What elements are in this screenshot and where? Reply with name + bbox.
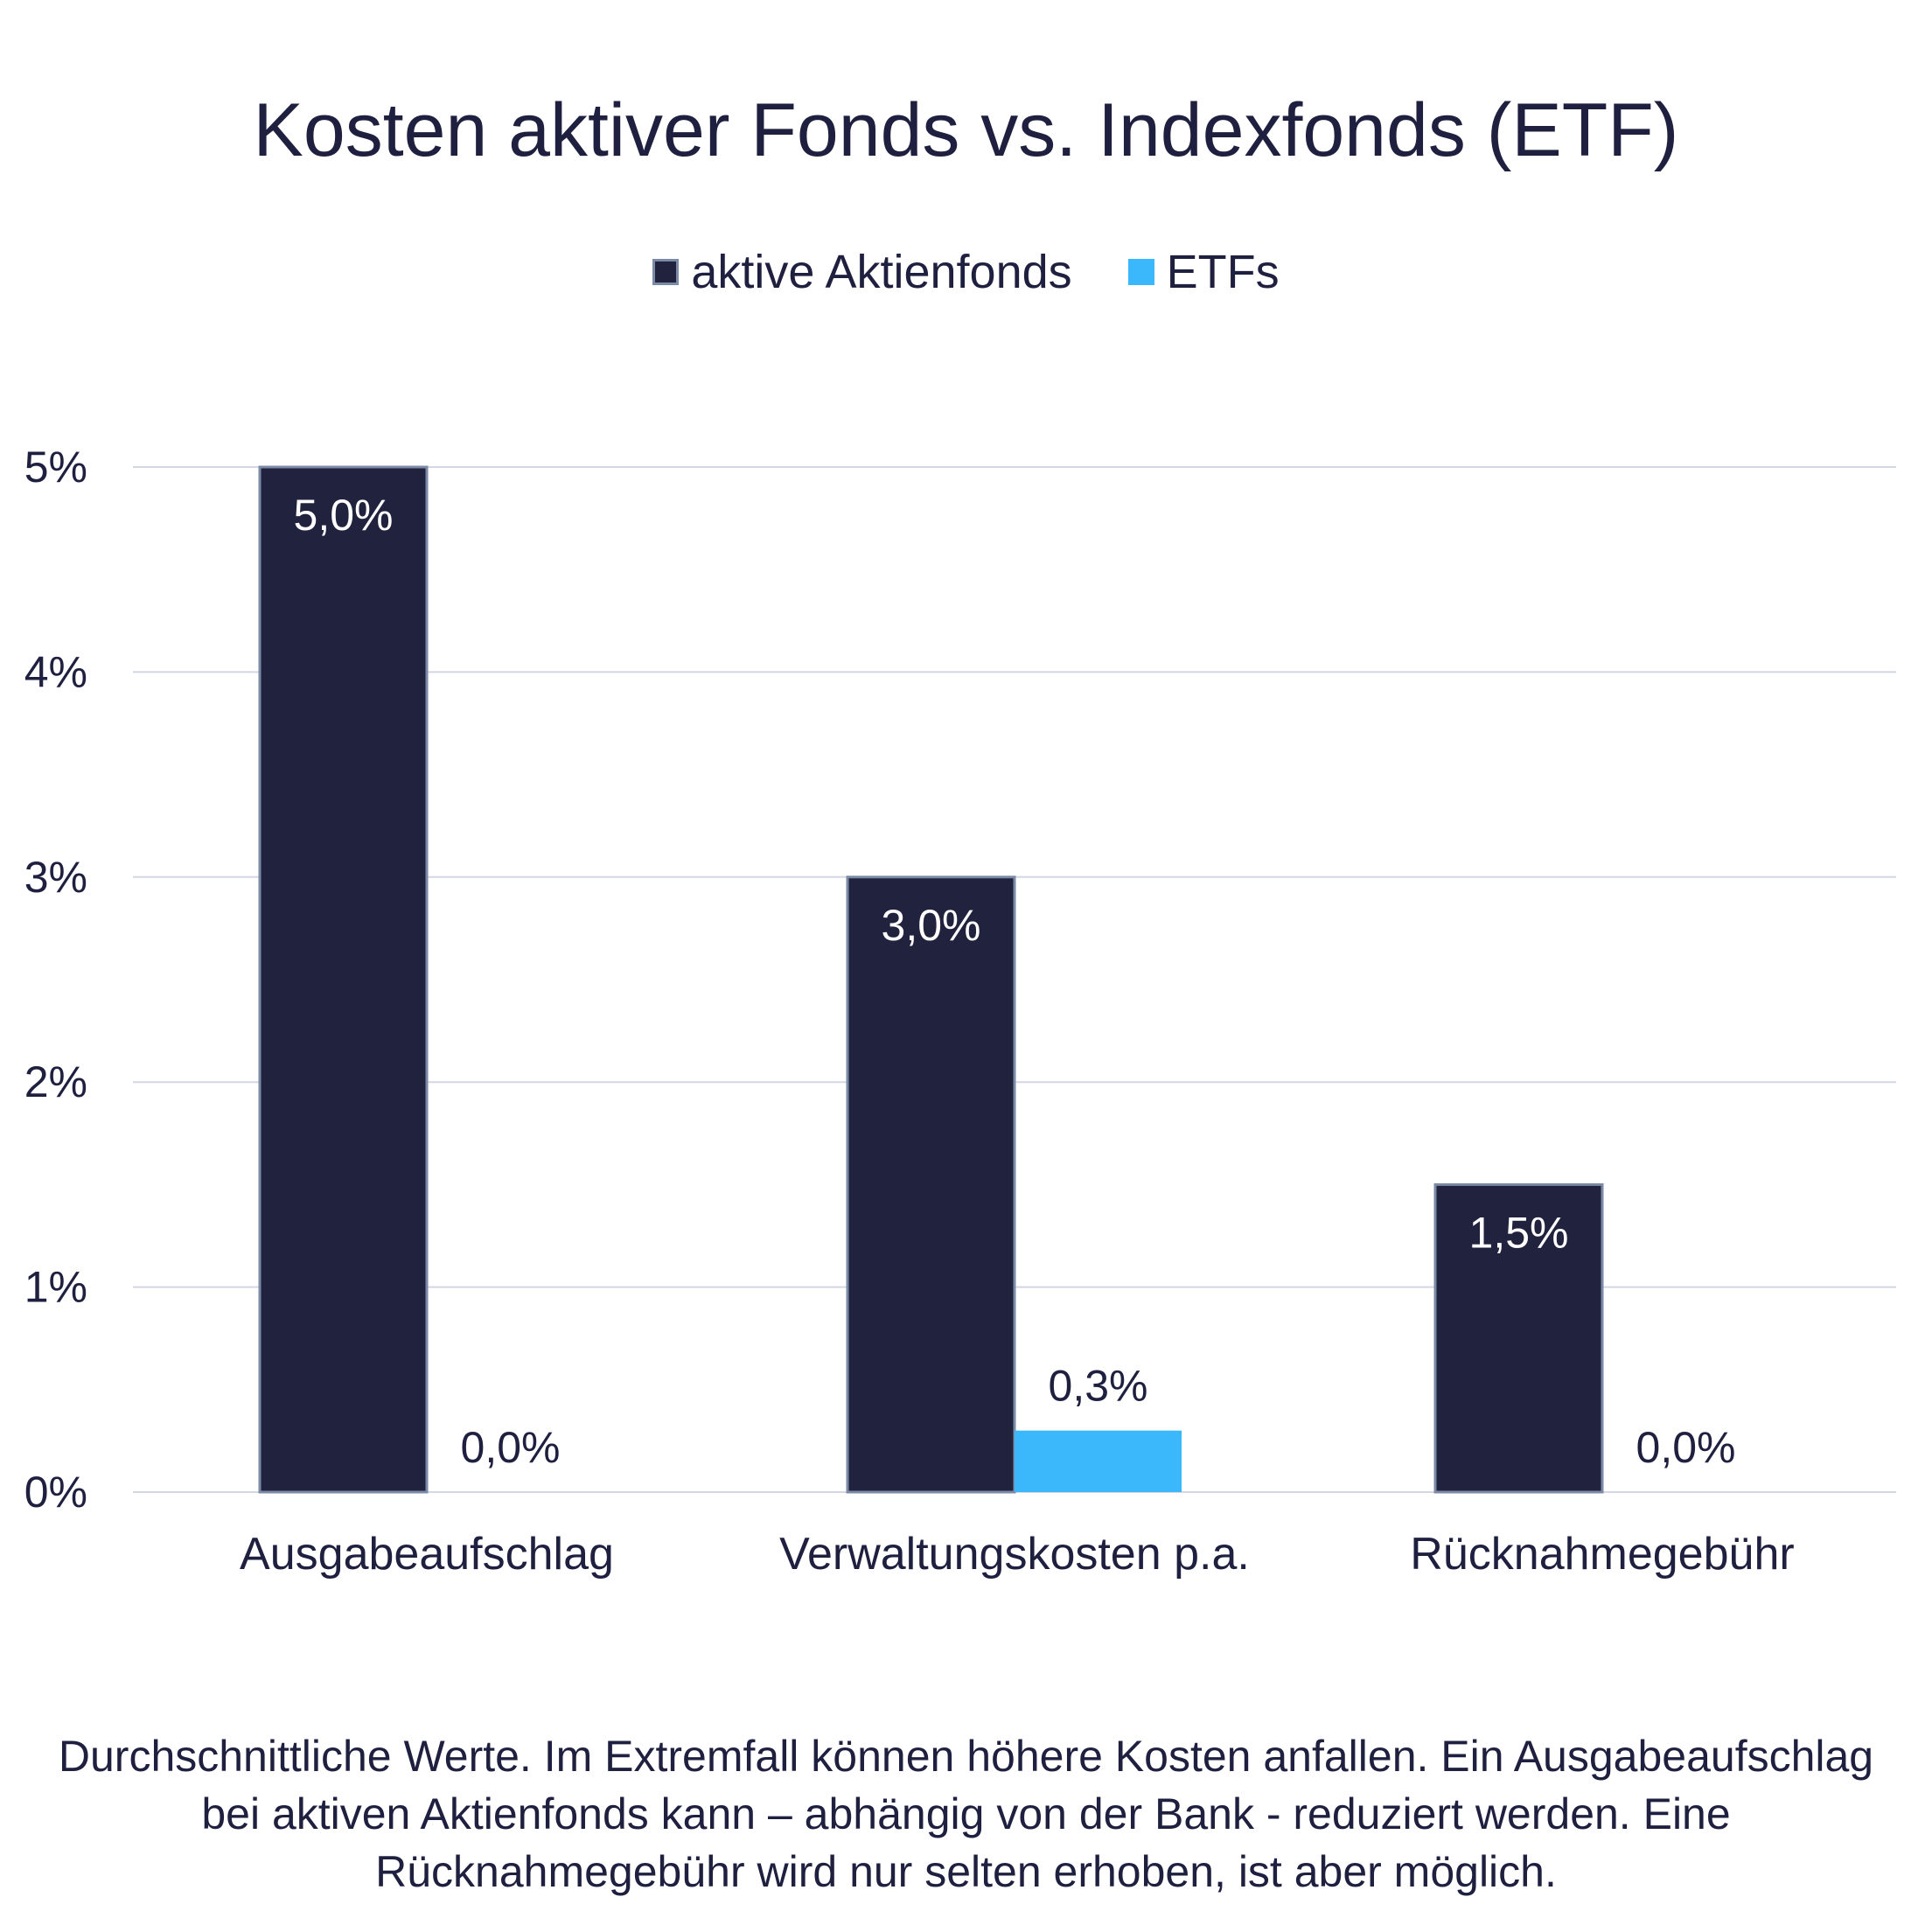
x-tick-label: Ausgabeaufschlag xyxy=(240,1529,614,1580)
x-tick-label: Rücknahmegebühr xyxy=(1410,1529,1794,1580)
legend-swatch-aktive-aktienfonds xyxy=(652,259,680,285)
data-label: 5,0% xyxy=(294,491,394,540)
legend-item-etfs: ETFs xyxy=(1127,245,1280,299)
legend: aktive Aktienfonds ETFs xyxy=(0,245,1932,299)
data-label: 1,5% xyxy=(1469,1208,1569,1257)
y-tick-label: 1% xyxy=(24,1263,87,1312)
data-label: 0,0% xyxy=(461,1423,561,1472)
legend-label-etfs: ETFs xyxy=(1166,246,1280,298)
bar xyxy=(258,465,429,1494)
x-tick-label: Verwaltungskosten p.a. xyxy=(779,1529,1250,1580)
y-tick-label: 2% xyxy=(24,1057,87,1106)
y-tick-label: 4% xyxy=(24,647,87,696)
bar xyxy=(1015,1430,1182,1492)
data-label: 0,3% xyxy=(1049,1362,1148,1411)
bar xyxy=(846,875,1016,1494)
y-tick-label: 5% xyxy=(24,443,87,492)
legend-item-aktive-aktienfonds: aktive Aktienfonds xyxy=(652,245,1072,299)
y-tick-label: 3% xyxy=(24,853,87,902)
data-label: 0,0% xyxy=(1636,1423,1736,1472)
footnote: Durchschnittliche Werte. Im Extremfall k… xyxy=(58,1732,1874,1896)
legend-label-aktive-aktienfonds: aktive Aktienfonds xyxy=(691,246,1072,298)
data-label: 3,0% xyxy=(882,901,981,950)
bar xyxy=(1433,1182,1604,1494)
chart-title: Kosten aktiver Fonds vs. Indexfonds (ETF… xyxy=(253,88,1679,172)
y-tick-label: 0% xyxy=(24,1468,87,1517)
legend-swatch-etfs xyxy=(1127,259,1154,285)
